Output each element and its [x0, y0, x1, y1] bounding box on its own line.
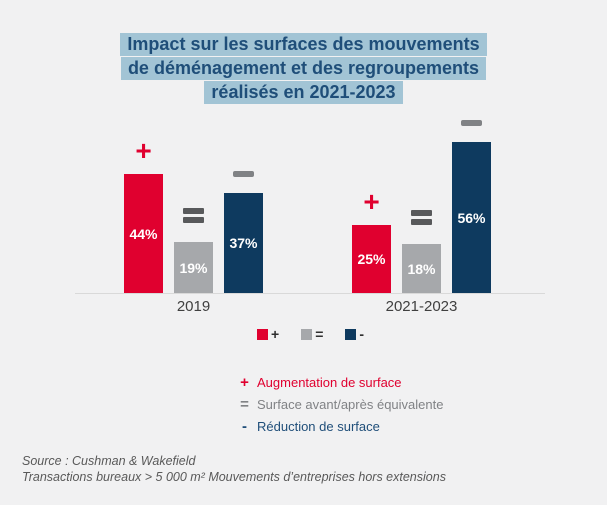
- equals-icon: [411, 207, 432, 228]
- source-line-2: Transactions bureaux > 5 000 m² Mouvemen…: [22, 470, 446, 484]
- minus-icon: [461, 120, 482, 126]
- plus-icon: +: [271, 326, 280, 342]
- bar-value-label: 25%: [357, 251, 386, 267]
- bar-value-label: 44%: [129, 225, 158, 242]
- legend: + Augmentation de surface = Surface avant/a…: [238, 371, 443, 437]
- legend-item: - Réduction de surface: [238, 415, 443, 437]
- bar-equivalent: 19%: [174, 242, 213, 293]
- bar-decrease: 37%: [224, 193, 263, 293]
- bar-unit-increase: +25%: [352, 120, 391, 293]
- axis-label: 2019: [176, 298, 211, 315]
- plus-icon: +: [240, 373, 249, 391]
- equals-icon: =: [240, 395, 249, 413]
- legend-swatch: [345, 329, 357, 340]
- bar-increase: 44%: [124, 174, 163, 293]
- legend-item: = Surface avant/après équivalente: [238, 393, 443, 415]
- bar-decrease: 56%: [452, 142, 491, 293]
- equals-icon: =: [315, 326, 324, 342]
- title-line-2: de déménagement et des regroupements: [120, 57, 487, 80]
- plus-icon: +: [363, 186, 380, 217]
- title-line-3: réalisés en 2021-2023: [204, 81, 403, 104]
- mini-legend-item: +: [257, 326, 280, 342]
- source-note: Source : Cushman & Wakefield Transaction…: [22, 453, 446, 485]
- axis-label: 2021-2023: [385, 298, 458, 315]
- bar-unit-equivalent: 19%: [174, 120, 213, 293]
- equals-bar: [411, 219, 432, 225]
- legend-item: + Augmentation de surface: [238, 371, 443, 393]
- mini-legend: + = -: [257, 326, 365, 342]
- bar-value-label: 56%: [457, 209, 486, 226]
- equals-bar: [411, 210, 432, 216]
- bar-unit-equivalent: 18%: [402, 120, 441, 293]
- source-line-1: Source : Cushman & Wakefield: [22, 454, 196, 468]
- bar-unit-decrease: 37%: [224, 120, 263, 293]
- minus-bar: [461, 120, 482, 126]
- legend-item-label: Réduction de surface: [257, 418, 380, 434]
- bar-value-label: 18%: [407, 260, 436, 277]
- x-axis-line: [75, 293, 545, 294]
- equals-bar: [183, 208, 204, 214]
- bar-increase: 25%: [352, 225, 391, 293]
- plus-icon: +: [135, 135, 152, 166]
- minus-bar: [233, 171, 254, 177]
- mini-legend-item: -: [345, 326, 365, 342]
- bar-unit-decrease: 56%: [452, 120, 491, 293]
- bar-value-label: 19%: [179, 259, 208, 276]
- chart-title: Impact sur les surfaces des mouvements d…: [0, 33, 607, 105]
- bar-unit-increase: +44%: [124, 120, 163, 293]
- equals-icon: [183, 205, 204, 226]
- bar-group-2021-2023: +25% 18% 56% 2021-2023: [352, 120, 491, 315]
- legend-item-label: Augmentation de surface: [257, 374, 402, 390]
- minus-icon: -: [359, 326, 365, 342]
- legend-swatch: [301, 329, 313, 340]
- legend-swatch: [257, 329, 268, 340]
- minus-icon: [233, 171, 254, 177]
- bar-value-label: 37%: [229, 235, 258, 251]
- equals-bar: [183, 217, 204, 223]
- title-line-1: Impact sur les surfaces des mouvements: [120, 33, 487, 56]
- mini-legend-item: =: [301, 326, 324, 342]
- bar-equivalent: 18%: [402, 244, 441, 293]
- minus-icon: -: [242, 417, 247, 435]
- bar-group-2019: +44% 19% 37% 2019: [124, 120, 263, 315]
- legend-item-label: Surface avant/après équivalente: [257, 396, 444, 412]
